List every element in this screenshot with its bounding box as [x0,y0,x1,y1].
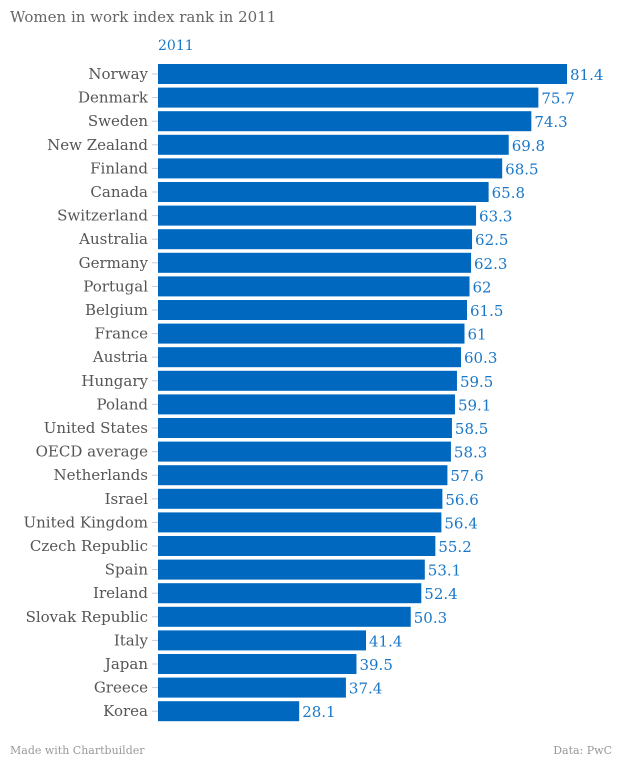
legend-series-label: 2011 [158,38,194,54]
category-label: Slovak Republic [26,608,148,626]
category-label: Switzerland [57,207,148,225]
footer-credit: Made with Chartbuilder [10,744,145,757]
bar [158,300,468,320]
data-label: 62 [473,278,492,296]
bar [158,64,567,84]
data-label: 58.5 [455,420,488,438]
data-label: 63.3 [479,208,512,226]
data-label: 60.3 [464,349,497,367]
data-label: 41.4 [369,632,402,650]
data-label: 59.1 [458,396,491,414]
category-label: Ireland [93,584,148,602]
bar [158,559,425,580]
bar [158,441,451,462]
footer-source: Data: PwC [553,744,612,757]
bar [158,347,461,368]
bar [158,583,422,604]
data-label: 50.3 [414,609,447,627]
data-label: 68.5 [505,160,538,178]
category-label: Greece [94,679,148,697]
category-label: Canada [90,183,148,201]
category-label: France [95,325,149,343]
category-label: Korea [103,702,148,720]
data-label: 56.4 [444,514,477,532]
data-label: 62.5 [475,231,508,249]
data-label: 65.8 [492,184,525,202]
category-label: New Zealand [47,136,148,154]
bar [158,229,473,250]
category-label: Austria [92,348,148,366]
category-label: United Kingdom [24,513,149,531]
bar [158,276,470,297]
data-label: 61.5 [470,302,503,320]
category-label: Italy [114,631,149,649]
bar [158,158,503,179]
category-label: Australia [78,230,148,248]
category-label: Germany [79,254,149,272]
bar [158,536,436,556]
category-label: Israel [105,490,149,508]
bar-chart: Norway 81.4 Denmark 75.7 Sweden 74.3 New Zeala… [24,64,603,722]
category-label: Finland [90,159,148,177]
bar [158,701,300,722]
data-label: 74.3 [534,113,567,131]
chart-title: Women in work index rank in 2011 [10,8,277,26]
bar [158,111,532,132]
category-label: Denmark [78,89,149,107]
bar [158,182,489,202]
category-label: Spain [105,561,149,579]
data-label: 57.6 [450,467,483,485]
data-label: 58.3 [454,444,487,462]
bar [158,370,457,391]
category-label: Czech Republic [30,537,148,555]
bar [158,205,477,226]
category-label: Norway [88,65,148,83]
data-label: 69.8 [512,137,545,155]
bar [158,677,346,698]
data-label: 39.5 [359,656,392,674]
data-label: 59.5 [460,373,493,391]
bar [158,512,442,533]
category-label: United States [44,419,148,437]
category-label: Sweden [88,112,148,130]
data-label: 53.1 [428,562,461,580]
category-label: Poland [96,395,148,413]
data-label: 62.3 [474,255,507,273]
category-label: Netherlands [54,466,148,484]
bar [158,394,455,415]
bar [158,654,357,674]
bar [158,465,448,486]
data-label: 61 [467,326,486,344]
bar [158,87,539,108]
data-label: 52.4 [424,585,457,603]
bar [158,323,465,344]
category-label: Portugal [83,277,148,295]
data-label: 55.2 [438,538,471,556]
category-label: Japan [103,655,149,673]
data-label: 28.1 [302,703,335,721]
bar [158,134,509,155]
category-label: OECD average [36,443,149,461]
data-label: 56.6 [445,491,478,509]
category-label: Belgium [85,301,148,319]
data-label: 75.7 [541,90,574,108]
data-label: 37.4 [349,680,382,698]
bar [158,488,443,509]
bar [158,252,472,273]
category-label: Hungary [81,372,148,390]
data-label: 81.4 [570,66,603,84]
bar [158,606,411,627]
bar [158,630,367,651]
bar [158,418,452,438]
